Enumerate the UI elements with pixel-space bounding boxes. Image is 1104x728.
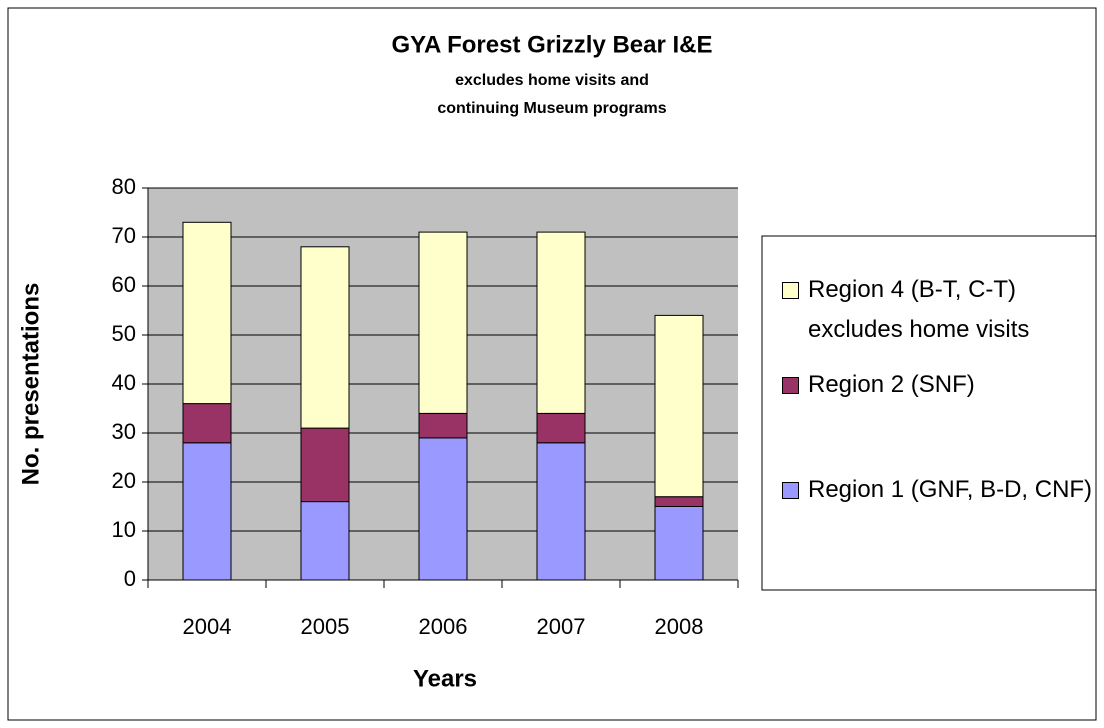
x-axis-title: Years xyxy=(413,665,477,692)
y-axis-title: No. presentations xyxy=(17,283,44,486)
chart-subtitle: excludes home visits and xyxy=(455,72,649,89)
bar-segment xyxy=(654,496,704,508)
legend-item: Region 1 (GNF, B-D, CNF) xyxy=(778,470,1094,510)
legend-box xyxy=(761,235,1097,591)
x-tick-label: 2006 xyxy=(419,614,468,639)
chart-subtitle: continuing Museum programs xyxy=(437,100,666,117)
bar-segment xyxy=(182,221,232,405)
legend-item: Region 2 (SNF) xyxy=(778,365,1094,405)
legend-swatch xyxy=(782,482,799,499)
x-tick-label: 2005 xyxy=(301,614,350,639)
bar-segment xyxy=(418,412,468,439)
bar-segment xyxy=(300,246,350,429)
y-tick-label: 40 xyxy=(112,370,136,395)
bar-segment xyxy=(182,442,232,581)
legend-item: Region 4 (B-T, C-T) excludes home visits xyxy=(778,270,1094,350)
y-tick-label: 30 xyxy=(112,419,136,444)
y-tick-label: 10 xyxy=(112,517,136,542)
y-tick-label: 70 xyxy=(112,223,136,248)
legend-label: Region 4 (B-T, C-T) excludes home visits xyxy=(808,276,1030,343)
y-tick-label: 50 xyxy=(112,321,136,346)
bar-segment xyxy=(418,437,468,581)
chart-title: GYA Forest Grizzly Bear I&E xyxy=(392,31,713,58)
bar-segment xyxy=(536,231,586,414)
x-tick-label: 2004 xyxy=(183,614,232,639)
bar-segment xyxy=(418,231,468,414)
legend-swatch xyxy=(782,282,799,299)
x-tick-label: 2008 xyxy=(655,614,704,639)
legend-label: Region 2 (SNF) xyxy=(808,371,975,398)
x-tick-label: 2007 xyxy=(537,614,586,639)
y-tick-label: 20 xyxy=(112,468,136,493)
bar-segment xyxy=(300,427,350,503)
y-tick-label: 60 xyxy=(112,272,136,297)
bar-segment xyxy=(654,506,704,581)
bar-segment xyxy=(300,501,350,581)
y-tick-label: 80 xyxy=(112,174,136,199)
bar-segment xyxy=(536,412,586,444)
legend-swatch xyxy=(782,377,799,394)
bar-segment xyxy=(654,314,704,498)
legend-label: Region 1 (GNF, B-D, CNF) xyxy=(808,476,1093,503)
bar-segment xyxy=(536,442,586,581)
y-tick-label: 0 xyxy=(124,566,136,591)
bar-segment xyxy=(182,403,232,444)
